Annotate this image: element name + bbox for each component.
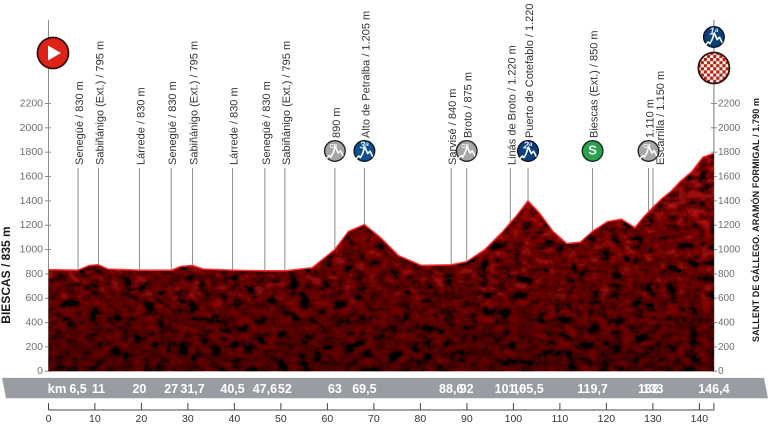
svg-text:20: 20 [132, 382, 146, 396]
svg-text:10: 10 [89, 413, 101, 425]
svg-text:600: 600 [25, 292, 43, 304]
svg-text:Sabiñánigo (Ext.) / 795 m: Sabiñánigo (Ext.) / 795 m [95, 41, 107, 165]
svg-text:BIESCAS / 835 m: BIESCAS / 835 m [0, 226, 13, 323]
svg-text:60: 60 [322, 413, 334, 425]
svg-text:400: 400 [718, 318, 735, 329]
svg-text:90: 90 [461, 413, 473, 425]
svg-text:800: 800 [718, 269, 735, 280]
svg-text:0: 0 [46, 413, 52, 425]
svg-text:400: 400 [25, 317, 43, 329]
svg-text:600: 600 [718, 293, 735, 304]
svg-text:105,5: 105,5 [512, 382, 543, 396]
svg-text:63: 63 [328, 382, 342, 396]
svg-text:Alto de Petralba / 1.205 m: Alto de Petralba / 1.205 m [360, 11, 372, 138]
svg-text:40: 40 [229, 413, 241, 425]
svg-text:2000: 2000 [20, 122, 44, 134]
svg-text:0: 0 [37, 365, 43, 377]
svg-text:30: 30 [182, 413, 194, 425]
svg-text:Lárrede / 830 m: Lárrede / 830 m [229, 87, 241, 165]
svg-text:11: 11 [92, 382, 105, 396]
svg-text:133: 133 [643, 382, 664, 396]
svg-text:Puerto de Cotefablo / 1.220 m: Puerto de Cotefablo / 1.220 m [524, 0, 536, 138]
svg-text:1000: 1000 [20, 244, 44, 256]
svg-text:47,6: 47,6 [253, 382, 277, 396]
svg-text:70: 70 [368, 413, 380, 425]
svg-text:92: 92 [460, 382, 474, 396]
svg-text:Sabiñánigo (Ext.) / 795 m: Sabiñánigo (Ext.) / 795 m [189, 41, 201, 165]
svg-text:km: km [48, 381, 67, 396]
svg-text:146,4: 146,4 [698, 382, 729, 396]
svg-text:1200: 1200 [718, 220, 741, 231]
svg-text:20: 20 [136, 413, 148, 425]
svg-text:1800: 1800 [718, 147, 741, 158]
svg-text:890 m: 890 m [331, 107, 343, 138]
svg-text:50: 50 [275, 413, 287, 425]
svg-text:1400: 1400 [20, 195, 44, 207]
svg-text:119,7: 119,7 [577, 382, 608, 396]
svg-text:130: 130 [644, 413, 662, 425]
svg-text:Biescas (Ext.) / 850 m: Biescas (Ext.) / 850 m [589, 30, 601, 138]
svg-text:1600: 1600 [20, 171, 44, 183]
svg-text:110: 110 [552, 413, 569, 425]
svg-text:2200: 2200 [20, 98, 44, 110]
svg-text:1400: 1400 [718, 196, 741, 207]
svg-text:1800: 1800 [20, 146, 44, 158]
svg-text:100: 100 [505, 413, 523, 425]
svg-text:120: 120 [598, 413, 616, 425]
svg-text:140: 140 [691, 413, 709, 425]
svg-text:Senegüé / 830 m: Senegüé / 830 m [261, 81, 273, 165]
svg-text:Broto / 875 m: Broto / 875 m [463, 72, 475, 138]
svg-text:1000: 1000 [718, 245, 741, 256]
svg-text:31,7: 31,7 [180, 382, 204, 396]
svg-text:69,5: 69,5 [352, 382, 376, 396]
svg-text:6,5: 6,5 [69, 382, 86, 396]
svg-text:2000: 2000 [718, 123, 741, 134]
svg-text:27: 27 [164, 382, 178, 396]
svg-text:Senegüé / 830 m: Senegüé / 830 m [167, 81, 179, 165]
svg-text:1200: 1200 [20, 219, 44, 231]
svg-text:2200: 2200 [718, 99, 741, 110]
svg-text:800: 800 [25, 268, 43, 280]
svg-text:200: 200 [718, 342, 735, 353]
svg-text:200: 200 [25, 341, 43, 353]
svg-text:1600: 1600 [718, 172, 741, 183]
svg-text:Sabiñánigo (Ext.) / 795 m: Sabiñánigo (Ext.) / 795 m [281, 41, 293, 165]
svg-text:80: 80 [415, 413, 427, 425]
svg-text:40,5: 40,5 [220, 382, 244, 396]
svg-text:Lárrede / 830 m: Lárrede / 830 m [135, 87, 147, 165]
svg-text:Linás de Broto / 1.220 m: Linás de Broto / 1.220 m [506, 45, 518, 165]
svg-text:Senegüé / 830 m: Senegüé / 830 m [74, 81, 86, 165]
svg-text:SALLENT DE GÁLLEGO. ARAMÓN FOR: SALLENT DE GÁLLEGO. ARAMÓN FORMIGAL / 1.… [750, 98, 761, 342]
svg-text:52: 52 [278, 382, 292, 396]
svg-text:0: 0 [718, 366, 724, 377]
